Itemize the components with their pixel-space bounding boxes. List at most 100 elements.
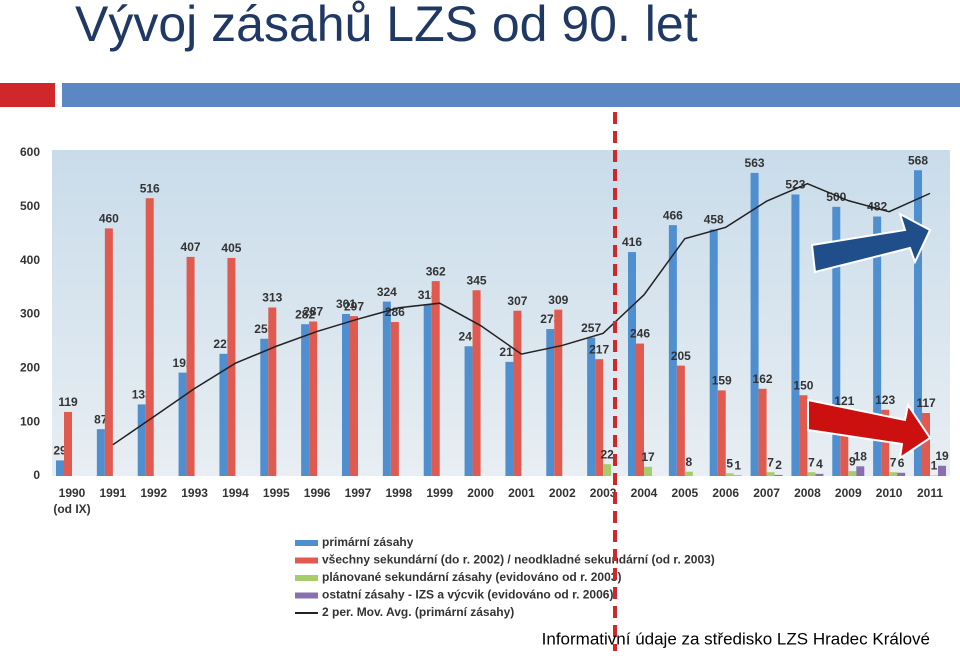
bar [750, 172, 759, 476]
x-tick-label: 2006 [712, 486, 739, 500]
x-tick-note: (od IX) [53, 502, 90, 516]
bar [914, 170, 922, 476]
bar [636, 343, 644, 476]
bar [815, 473, 824, 476]
bar [644, 466, 652, 476]
x-tick-label: 2004 [631, 486, 658, 500]
legend-label: 2 per. Mov. Avg. (primární zásahy) [322, 605, 514, 619]
data-label: 22 [600, 447, 614, 461]
bar [709, 229, 718, 476]
bar [938, 465, 946, 476]
x-tick-label: 1997 [345, 486, 372, 500]
bar [889, 472, 898, 476]
x-tick-label: 2008 [794, 486, 821, 500]
data-label: 4 [816, 457, 823, 471]
data-label: 2 [775, 458, 782, 472]
bar [64, 411, 72, 476]
bar [219, 353, 228, 476]
bar [554, 309, 563, 476]
bar [628, 252, 636, 476]
bar [464, 346, 473, 476]
bar [897, 472, 906, 476]
data-label: 307 [507, 294, 527, 308]
moving-average-line [112, 182, 931, 446]
data-label: 523 [785, 178, 805, 192]
bar [268, 307, 277, 476]
accent-bar [0, 83, 55, 107]
data-label: 150 [793, 378, 813, 392]
y-tick-label: 400 [20, 253, 40, 267]
data-label: 313 [262, 291, 282, 305]
data-label: 287 [303, 305, 323, 319]
x-tick-label: 2001 [508, 486, 535, 500]
data-label: 345 [467, 273, 487, 287]
x-tick-label: 1998 [386, 486, 413, 500]
data-label: 9 [849, 454, 856, 468]
arrow-down [807, 398, 932, 461]
header-bar [62, 83, 960, 107]
data-label: 217 [589, 342, 609, 356]
x-tick-label: 2000 [467, 486, 494, 500]
bar [840, 410, 849, 476]
data-label: 407 [181, 240, 201, 254]
bar [350, 316, 358, 476]
bar [137, 404, 146, 476]
x-tick-label: 2005 [672, 486, 699, 500]
data-label: 568 [908, 153, 928, 167]
data-label: 246 [630, 327, 650, 341]
bar [676, 365, 685, 476]
x-tick-label: 2010 [876, 486, 903, 500]
legend-swatch [295, 540, 318, 546]
data-label: 1 [734, 459, 741, 473]
bar [922, 413, 930, 476]
bar [774, 474, 783, 476]
data-label: 416 [622, 235, 642, 249]
data-label: 362 [426, 264, 446, 278]
bar [431, 281, 440, 476]
data-label: 205 [671, 349, 691, 363]
x-tick-label: 1996 [304, 486, 331, 500]
data-label: 324 [377, 285, 397, 299]
x-tick-label: 1992 [140, 486, 167, 500]
legend-label: ostatní zásahy - IZS a výcvik (evidováno… [322, 588, 613, 602]
bar [848, 471, 857, 476]
bar [832, 206, 841, 477]
data-label: 123 [875, 393, 895, 407]
x-tick-label: 2007 [753, 486, 780, 500]
data-label: 466 [663, 208, 683, 222]
data-label: 297 [344, 299, 364, 313]
bar [595, 359, 604, 476]
bar [301, 324, 310, 476]
bar [56, 460, 64, 476]
bar [382, 301, 391, 476]
data-label: 563 [745, 156, 765, 170]
data-label: 119 [58, 395, 78, 409]
data-label: 7 [767, 455, 774, 469]
bar [227, 257, 236, 476]
bar [807, 472, 816, 476]
slide-title: Vývoj zásahů LZS od 90. let [75, 0, 698, 52]
data-label: 309 [548, 293, 568, 307]
bar [546, 329, 555, 476]
bar [758, 388, 767, 476]
bar [505, 361, 514, 476]
bar [186, 256, 195, 476]
legend-swatch [295, 557, 318, 564]
data-label: 117 [916, 396, 936, 410]
bar [178, 372, 187, 476]
y-tick-label: 500 [20, 199, 40, 213]
bar [799, 395, 808, 476]
data-label: 516 [140, 181, 160, 195]
data-label: 257 [581, 321, 601, 335]
x-tick-label: 1991 [100, 486, 127, 500]
data-label: 121 [834, 394, 854, 408]
x-tick-label: 2011 [917, 486, 943, 500]
footer-note: Informativní údaje za středisko LZS Hrad… [542, 629, 930, 648]
data-label: 19 [935, 449, 949, 463]
bar [717, 390, 726, 476]
legend-swatch [295, 575, 318, 581]
data-label: 458 [704, 213, 724, 227]
bar [856, 466, 865, 476]
